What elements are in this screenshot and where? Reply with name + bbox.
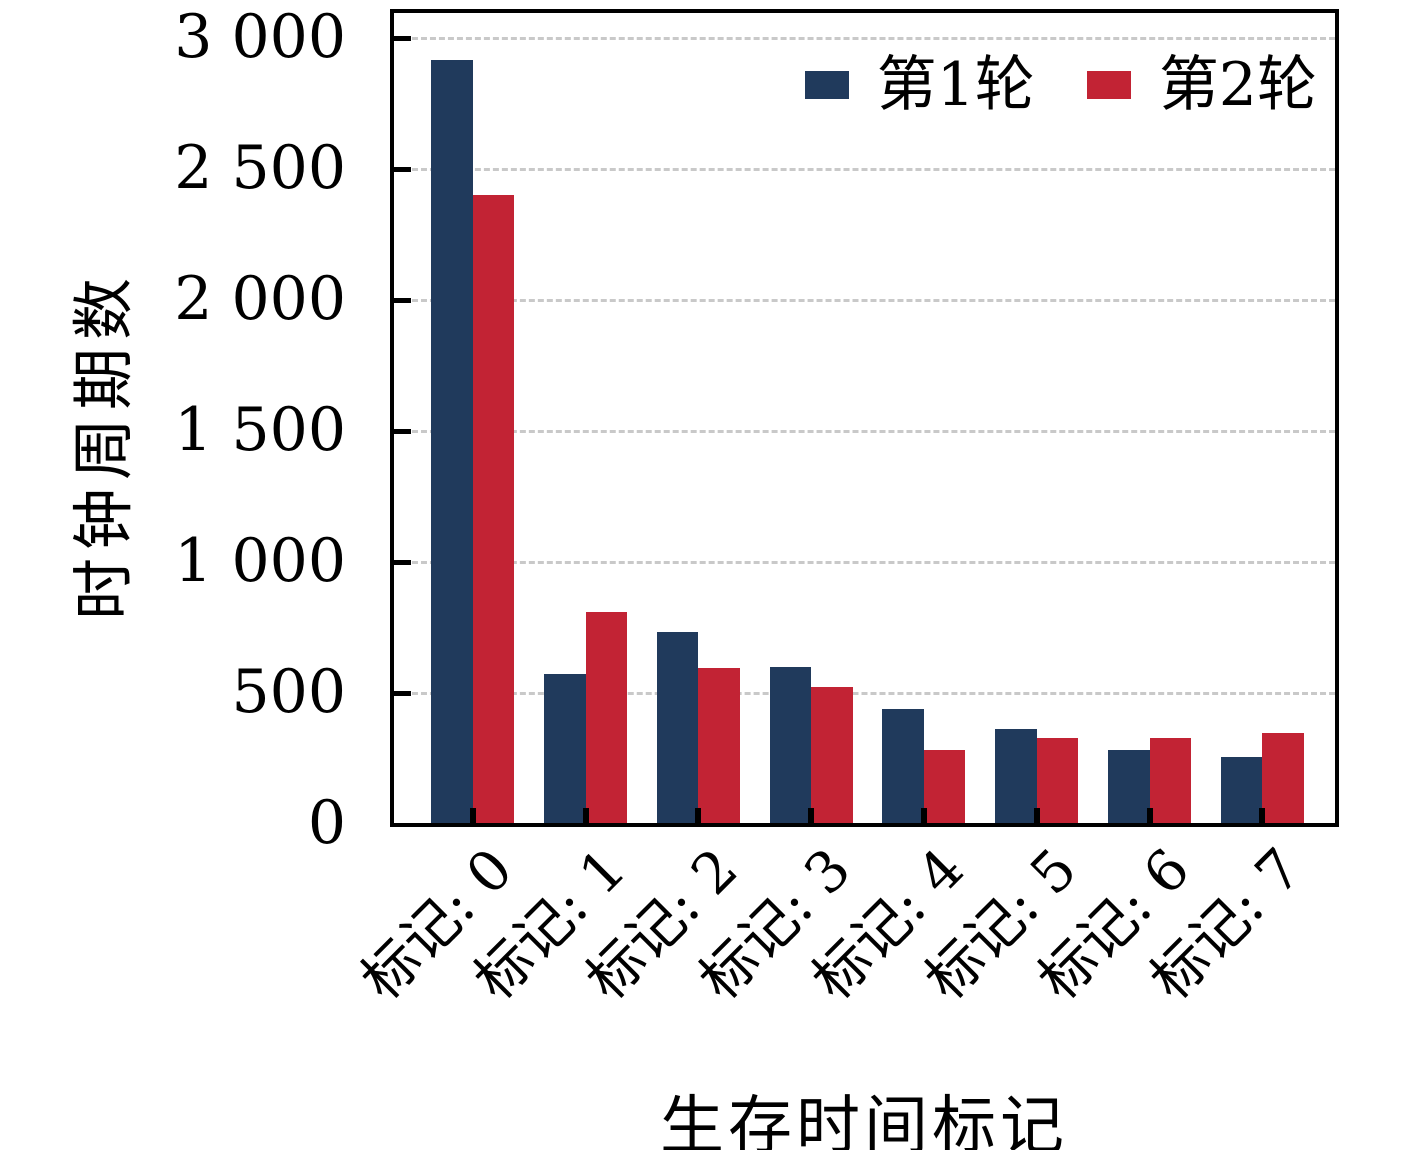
y-tick (394, 297, 411, 303)
bar-round1-mark4 (882, 708, 924, 823)
legend-swatch-round1-icon (804, 71, 849, 99)
bar-round2-mark4 (923, 749, 966, 823)
y-tick (394, 166, 411, 172)
y-tick-label: 2 000 (174, 263, 346, 334)
gridline (394, 560, 1335, 564)
bar-round2-mark1 (585, 611, 627, 823)
y-axis-title: 时钟周期数 (67, 269, 140, 621)
legend-item-round1: 第1轮 (804, 50, 1035, 120)
bar-round1-mark3 (769, 667, 812, 823)
legend-label-round1: 第1轮 (876, 50, 1035, 120)
x-tick (808, 808, 815, 823)
bar-round2-mark3 (811, 686, 853, 823)
bar-round2-mark0 (472, 195, 515, 823)
x-tick (1033, 808, 1040, 823)
bar-round1-mark1 (544, 673, 586, 823)
bar-round1-mark5 (995, 728, 1037, 823)
y-tick-label: 1 000 (174, 525, 346, 596)
y-tick-labels: 0 500 1 000 1 500 2 000 2 500 3 000 (0, 0, 346, 1150)
y-tick (394, 35, 411, 41)
y-tick (394, 559, 411, 565)
bar-round2-mark6 (1149, 737, 1191, 823)
y-tick-label: 1 500 (174, 394, 346, 465)
x-tick (469, 808, 476, 823)
y-tick-label: 500 (231, 656, 346, 727)
gridline (394, 167, 1335, 171)
y-tick (394, 690, 411, 696)
x-tick (920, 808, 927, 823)
gridline (394, 429, 1335, 433)
legend: 第1轮 第2轮 (804, 50, 1317, 120)
bar-round1-mark6 (1108, 749, 1150, 823)
bar-round2-mark7 (1262, 732, 1304, 823)
legend-label-round2: 第2轮 (1158, 50, 1317, 120)
plot-area: 第1轮 第2轮 (390, 9, 1339, 827)
gridline (394, 691, 1335, 695)
legend-swatch-round2-icon (1086, 71, 1131, 99)
x-tick (695, 808, 702, 823)
y-tick (394, 428, 411, 434)
bar-round1-mark7 (1220, 757, 1263, 823)
gridline (394, 36, 1335, 40)
y-tick-label: 3 000 (174, 1, 346, 72)
x-tick (582, 808, 589, 823)
x-tick (1259, 808, 1266, 823)
bar-round1-mark2 (656, 631, 699, 823)
bar-round2-mark2 (698, 668, 740, 823)
gridline (394, 298, 1335, 302)
bar-round1-mark0 (431, 60, 473, 823)
bar-round2-mark5 (1036, 737, 1079, 823)
y-tick-label: 2 500 (174, 132, 346, 203)
y-tick-label: 0 (307, 788, 346, 858)
legend-item-round2: 第2轮 (1086, 50, 1317, 120)
x-axis-title: 生存时间标记 (660, 1090, 1068, 1150)
x-tick (1146, 808, 1153, 823)
